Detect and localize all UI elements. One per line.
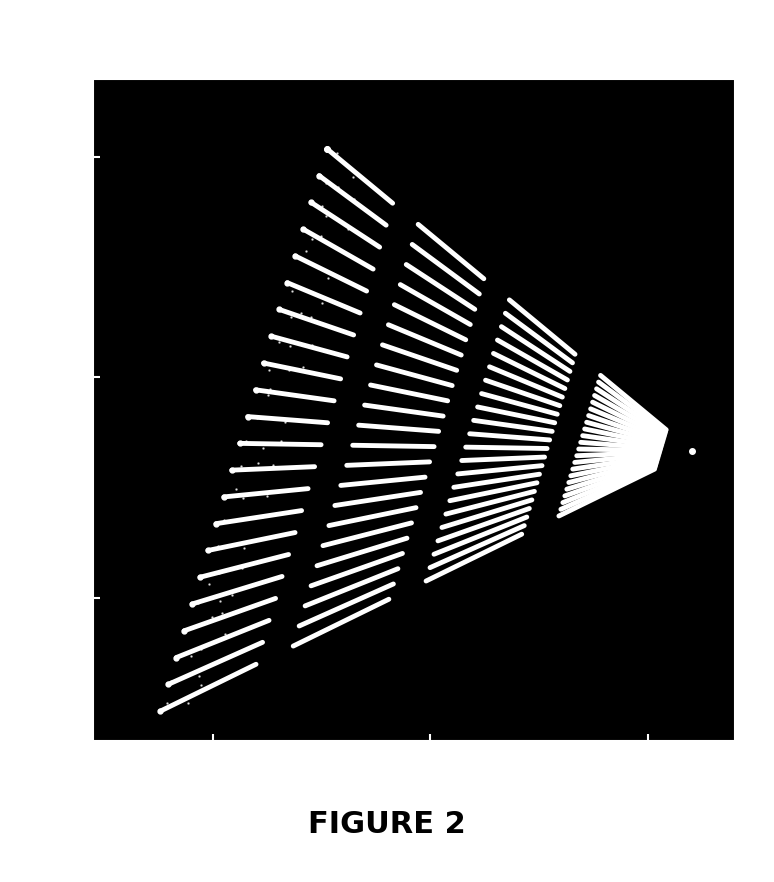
Y-axis label: y: y [40, 405, 58, 415]
Text: FIGURE 2: FIGURE 2 [308, 811, 466, 839]
X-axis label: x: x [409, 766, 420, 784]
